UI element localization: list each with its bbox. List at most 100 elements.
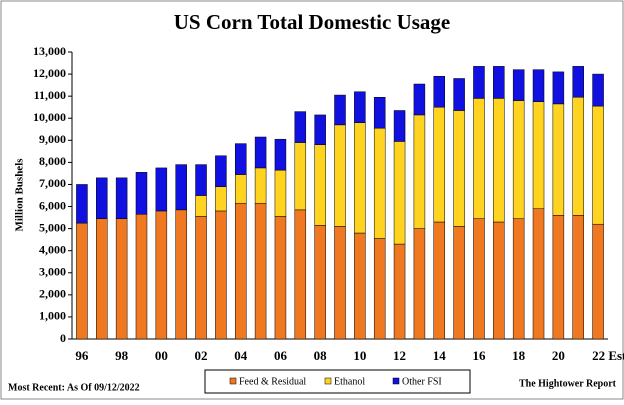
bar-segment	[76, 184, 88, 224]
bar-segment	[274, 138, 287, 171]
bar-segment	[433, 221, 446, 340]
x-tick-label: 10	[353, 348, 366, 363]
bar-segment	[473, 66, 485, 99]
legend-swatch	[392, 377, 400, 385]
x-tick-label: 14	[433, 348, 447, 363]
bar-segment	[334, 124, 346, 227]
bar-segment	[314, 114, 326, 145]
bar-segment	[413, 83, 426, 116]
bar-segment	[195, 216, 207, 340]
y-tick-label: 11,000	[34, 88, 66, 102]
legend-swatch	[229, 377, 237, 385]
bar-segment	[493, 221, 505, 340]
x-tick-label: 16	[472, 348, 486, 363]
x-tick-label: 18	[512, 348, 526, 363]
bar-segment	[354, 91, 366, 123]
bar-segment	[76, 222, 88, 340]
y-tick-label: 2,000	[39, 287, 66, 301]
y-tick-label: 9,000	[39, 132, 66, 146]
bar-segment	[433, 76, 446, 108]
bar-segment	[453, 78, 465, 111]
bar-segment	[135, 172, 148, 215]
y-tick-label: 5,000	[39, 220, 66, 234]
bar-segment	[393, 110, 406, 142]
source: The Hightower Report	[519, 378, 617, 389]
bar-segment	[592, 223, 604, 340]
bar-segment	[393, 141, 406, 245]
bar-segment	[314, 225, 326, 340]
footnote: Most Recent: As Of 09/12/2022	[8, 382, 140, 393]
y-tick-label: 6,000	[39, 198, 66, 212]
x-tick-label: 98	[115, 348, 129, 363]
y-tick-label: 12,000	[33, 66, 66, 80]
bar-segment	[294, 142, 307, 211]
bar-segment	[234, 143, 247, 175]
x-tick-label: 02	[195, 348, 208, 363]
bar-segment	[512, 100, 525, 219]
x-tick-label: 00	[155, 348, 168, 363]
legend-label: Other FSI	[402, 376, 442, 387]
bar-segment	[215, 155, 227, 187]
x-tick-label: 96	[75, 348, 89, 363]
legend-box	[204, 369, 471, 394]
bar-segment	[314, 144, 326, 226]
bar-segment	[572, 215, 584, 340]
bar-segment	[413, 114, 426, 229]
bar-segment	[254, 136, 267, 169]
y-tick-label: 0	[60, 331, 66, 345]
bar-segment	[175, 164, 187, 211]
bar-segment	[552, 71, 565, 105]
bar-segment	[572, 66, 584, 98]
bar-segment	[135, 214, 148, 340]
bar-segment	[373, 97, 386, 129]
legend-label: Feed & Residual	[239, 376, 306, 387]
bar-segment	[274, 169, 287, 217]
bar-segment	[96, 177, 108, 219]
bar-segment	[115, 177, 128, 219]
bar-segment	[512, 69, 525, 101]
y-tick-label: 3,000	[39, 265, 66, 279]
bar-segment	[354, 232, 366, 340]
bar-segment	[294, 209, 307, 340]
bar-segment	[512, 218, 525, 340]
bar-segment	[234, 174, 247, 204]
bar-segment	[413, 228, 426, 340]
bar-segment	[215, 186, 227, 212]
x-tick-label: 04	[234, 348, 248, 363]
bar-segment	[493, 98, 505, 223]
x-tick-label: 12	[393, 348, 406, 363]
bar-segment	[155, 167, 168, 212]
bar-segment	[433, 106, 446, 223]
bar-segment	[592, 105, 604, 225]
bar-segment	[195, 164, 207, 196]
chart-title: US Corn Total Domestic Usage	[174, 10, 451, 34]
bar-segment	[254, 167, 267, 204]
bar-segment	[354, 122, 366, 234]
bar-segment	[254, 202, 267, 340]
bar-segment	[453, 110, 465, 227]
bar-segment	[532, 208, 545, 340]
bar-segment	[155, 210, 168, 340]
bar-segment	[96, 218, 108, 340]
x-tick-label: 08	[314, 348, 328, 363]
bar-segment	[234, 202, 247, 340]
bar-segment	[195, 195, 207, 217]
bar-segment	[373, 127, 386, 239]
bar-segment	[493, 66, 505, 99]
legend-label: Ethanol	[334, 376, 365, 387]
bar-segment	[532, 69, 545, 102]
y-tick-label: 7,000	[39, 176, 66, 190]
bar-segment	[373, 238, 386, 340]
bar-segment	[473, 218, 485, 340]
bar-segment	[215, 210, 227, 340]
bar-segment	[393, 243, 406, 340]
bar-segment	[294, 111, 307, 143]
bar-segment	[592, 73, 604, 107]
x-tick-label: 20	[552, 348, 565, 363]
legend-swatch	[324, 377, 332, 385]
bar-segment	[552, 215, 565, 340]
bar-segment	[334, 226, 346, 340]
bar-segment	[572, 97, 584, 216]
bar-segment	[334, 94, 346, 126]
